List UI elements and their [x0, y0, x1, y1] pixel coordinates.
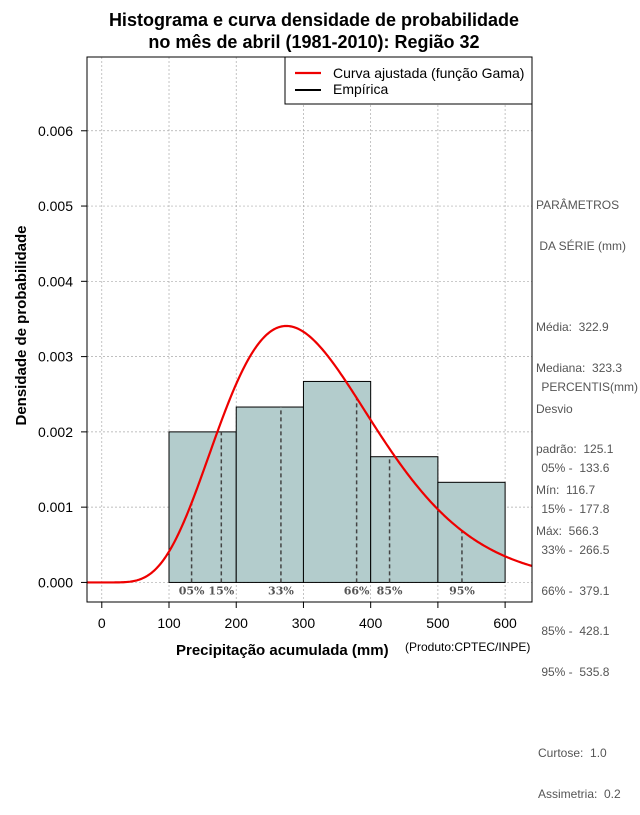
percentil-85: 85% - 428.1 [538, 624, 610, 639]
params-desvio: Desvio [536, 401, 573, 416]
histogram-bar [437, 481, 506, 583]
legend-label-empirical: Empírica [333, 81, 388, 97]
percentile-label: 66% [344, 584, 370, 597]
params-heading2: DA SÉRIE (mm) [536, 238, 627, 253]
histogram-bar [168, 431, 237, 583]
y-tick-label: 0.006 [38, 123, 73, 139]
chart-title-line1: Histograma e curva densidade de probabil… [108, 10, 520, 30]
params-heading1: PARÂMETROS [536, 198, 620, 213]
y-tick-label: 0.004 [38, 273, 73, 289]
percentil-66: 66% - 379.1 [538, 583, 610, 598]
x-tick-label: 500 [426, 615, 450, 631]
credit-label: (Produto:CPTEC/INPE) [405, 640, 531, 654]
params-media: Média: 322.9 [536, 319, 609, 334]
legend-box [284, 56, 533, 105]
assimetria: Assimetria: 0.2 [538, 786, 621, 801]
x-tick-label: 0 [98, 615, 106, 631]
percentis-panel: PERCENTIS(mm) 05% - 133.6 15% - 177.8 33… [538, 354, 638, 815]
histogram-bar [370, 456, 439, 583]
legend-label-fitted: Curva ajustada (função Gama) [333, 65, 524, 81]
params-padrao: padrão: 125.1 [536, 442, 614, 457]
x-tick-label: 600 [493, 615, 517, 631]
curtose: Curtose: 1.0 [538, 746, 607, 761]
y-tick-label: 0.002 [38, 424, 73, 440]
percentile-label: 05% [179, 584, 205, 597]
params-panel: PARÂMETROS DA SÉRIE (mm) Média: 322.9 Me… [536, 172, 626, 552]
percentil-95: 95% - 535.8 [538, 665, 610, 680]
y-tick-label: 0.003 [38, 349, 73, 365]
y-tick-label: 0.005 [38, 198, 73, 214]
x-tick-label: 300 [292, 615, 316, 631]
params-min: Mín: 116.7 [536, 483, 596, 498]
percentil-15: 15% - 177.8 [538, 501, 610, 516]
y-tick-label: 0.000 [38, 574, 73, 590]
y-tick-label: 0.001 [38, 499, 73, 515]
percentil-33: 33% - 266.5 [538, 542, 610, 557]
params-mediana: Mediana: 323.3 [536, 360, 623, 375]
fitted-gamma-curve [87, 324, 532, 584]
histogram-bar [235, 406, 304, 583]
params-max: Máx: 566.3 [536, 523, 599, 538]
x-tick-label: 200 [225, 615, 249, 631]
histogram-bar [302, 380, 372, 583]
y-axis-label: Densidade de probabilidade [13, 225, 30, 425]
histogram-chart: 05% 15% 33% 66% 85% 95% 0 100 200 300 400 500 600 0.0… [13, 56, 533, 631]
x-tick-label: 400 [359, 615, 383, 631]
percentis-heading: PERCENTIS(mm) [538, 380, 638, 395]
x-tick-label: 100 [157, 615, 181, 631]
x-axis-label: Precipitação acumulada (mm) [176, 642, 389, 659]
chart-title-line2: no mês de abril (1981-2010): Região 32 [148, 32, 480, 52]
percentile-label: 15% [208, 584, 234, 597]
percentile-label: 95% [449, 584, 475, 597]
percentil-05: 05% - 133.6 [538, 461, 610, 476]
percentile-label: 85% [377, 584, 403, 597]
percentile-label: 33% [268, 584, 294, 597]
